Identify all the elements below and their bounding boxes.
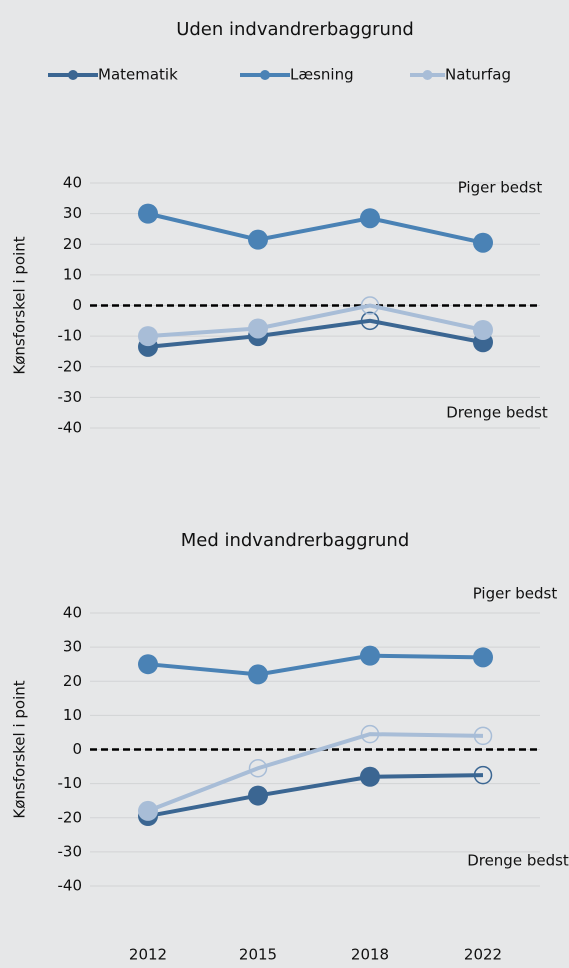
y-tick-label: 20 xyxy=(63,235,82,253)
legend-label: Læsning xyxy=(290,66,354,84)
data-point xyxy=(360,208,380,229)
data-point xyxy=(360,311,380,331)
data-point xyxy=(138,800,158,821)
y-tick-label: -30 xyxy=(58,842,83,860)
x-tick-label: 2012 xyxy=(129,946,167,964)
data-point xyxy=(473,765,493,785)
data-point xyxy=(248,664,268,685)
series-line xyxy=(147,211,484,245)
y-tick-label: 30 xyxy=(63,204,82,222)
y-tick-label: 40 xyxy=(63,604,82,622)
data-point xyxy=(360,724,380,744)
data-point xyxy=(138,326,158,347)
y-tick-label: -10 xyxy=(58,774,83,792)
x-tick-label: 2022 xyxy=(464,946,502,964)
annotation: Piger bedst xyxy=(458,179,543,197)
series-line xyxy=(147,773,484,819)
y-tick-label: 0 xyxy=(72,740,82,758)
y-tick-label: 10 xyxy=(63,706,82,724)
series-line xyxy=(147,732,484,813)
y-tick-label: 30 xyxy=(63,638,82,656)
data-point xyxy=(248,229,268,250)
data-point xyxy=(360,766,380,787)
annotation: Piger bedst xyxy=(473,585,558,603)
y-tick-label: 10 xyxy=(63,265,82,283)
data-point xyxy=(138,654,158,675)
legend-label: Matematik xyxy=(98,66,178,84)
chart-title: Uden indvandrerbaggrund xyxy=(176,19,414,40)
series-line xyxy=(147,318,484,349)
legend-marker xyxy=(422,70,433,80)
annotation: Drenge bedst xyxy=(446,404,548,422)
series-line xyxy=(147,653,484,677)
legend-marker xyxy=(260,70,270,80)
y-tick-label: -20 xyxy=(58,357,83,375)
annotation: Drenge bedst xyxy=(467,852,569,870)
y-tick-label: -10 xyxy=(58,327,83,345)
x-tick-label: 2018 xyxy=(351,946,389,964)
x-tick-label: 2015 xyxy=(239,946,277,964)
y-tick-label: 40 xyxy=(63,174,82,192)
y-axis-label: Kønsforskel i point xyxy=(11,236,29,374)
y-axis-label: Kønsforskel i point xyxy=(11,680,29,818)
legend-label: Naturfag xyxy=(445,66,511,84)
data-point xyxy=(360,296,380,315)
y-tick-label: -40 xyxy=(58,419,83,437)
y-tick-label: -40 xyxy=(58,877,83,895)
y-tick-label: -20 xyxy=(58,808,83,826)
y-tick-label: -30 xyxy=(58,388,83,406)
data-point xyxy=(138,203,158,224)
chart-title: Med indvandrerbaggrund xyxy=(181,530,410,551)
data-point xyxy=(473,647,493,668)
data-point xyxy=(473,232,493,253)
data-point xyxy=(248,785,268,806)
y-tick-label: 20 xyxy=(63,672,82,690)
legend-marker xyxy=(68,70,78,80)
data-point xyxy=(248,318,268,339)
data-point xyxy=(473,726,493,746)
data-point xyxy=(248,759,268,778)
data-point xyxy=(360,645,380,666)
series-line xyxy=(147,303,484,339)
data-point xyxy=(473,320,493,340)
y-tick-label: 0 xyxy=(72,296,82,314)
